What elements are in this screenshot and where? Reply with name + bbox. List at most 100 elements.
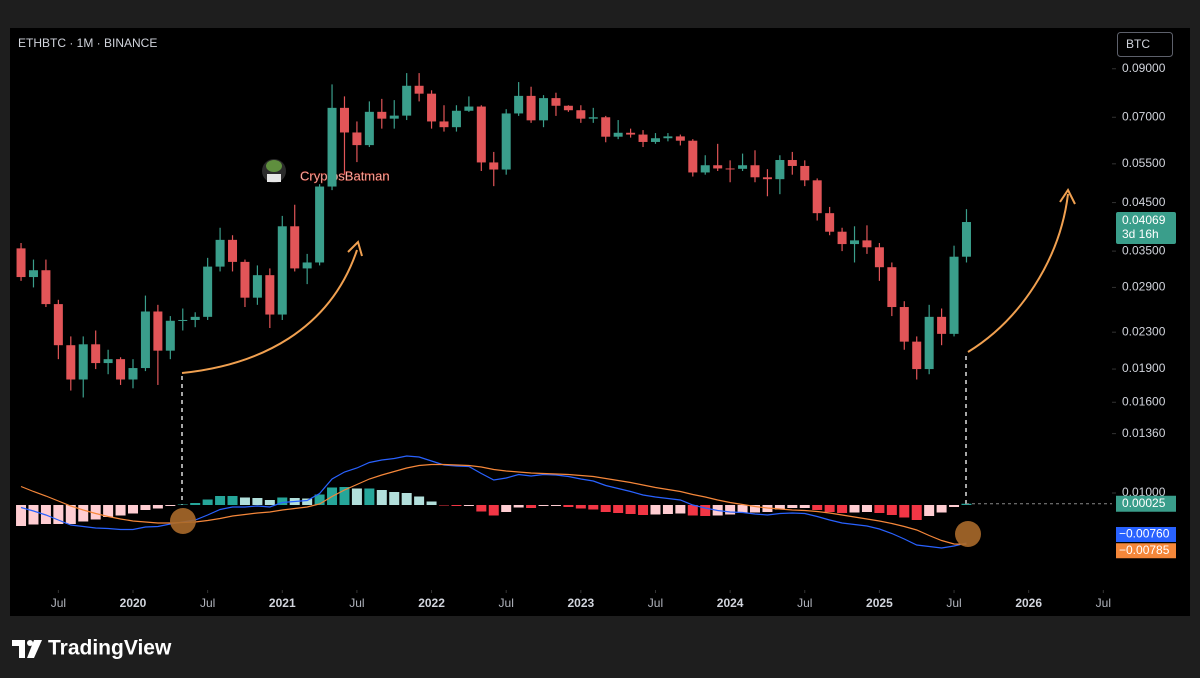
- histogram-bar: [638, 505, 649, 515]
- candle-body: [302, 262, 312, 269]
- histogram-bar: [563, 505, 574, 507]
- candle-body: [775, 160, 785, 180]
- histogram-bar: [837, 505, 848, 513]
- candle-body: [427, 93, 437, 122]
- candle-body: [290, 226, 300, 269]
- histogram-bar: [28, 505, 39, 525]
- plot: 0.09000 0.07000 0.05500 0.04500 0.03500 0.029…: [16, 61, 1176, 610]
- histogram-bar: [924, 505, 935, 516]
- histogram-bar: [812, 505, 823, 510]
- histogram-bar: [488, 505, 499, 516]
- candle-body: [501, 113, 511, 170]
- histogram-bar: [463, 505, 474, 506]
- candle-body: [551, 98, 561, 106]
- candle-body: [700, 165, 710, 173]
- histogram-bar: [861, 505, 872, 512]
- candle-body: [638, 134, 648, 142]
- price-badge-label: 0.04069: [1122, 213, 1166, 227]
- histogram-bar: [550, 505, 561, 506]
- candle-body: [912, 341, 922, 370]
- macd-badge: [1116, 527, 1176, 542]
- candle-body: [601, 117, 611, 137]
- arrow: [967, 193, 1069, 353]
- candle-body: [153, 311, 163, 351]
- candle-body: [526, 95, 536, 121]
- histogram-bar: [152, 505, 163, 509]
- histogram-bar: [961, 503, 972, 505]
- candle-body: [165, 320, 175, 351]
- x-tick-label: Jul: [200, 596, 215, 610]
- candle-body: [725, 168, 735, 170]
- candle-body: [713, 165, 723, 169]
- candle-body: [464, 106, 474, 111]
- histogram-badge: [1116, 495, 1176, 512]
- histogram-bar: [911, 505, 922, 520]
- histogram-bar: [302, 498, 313, 505]
- arrow: [181, 249, 358, 374]
- histogram-bar: [239, 497, 250, 505]
- histogram-bar: [588, 505, 599, 510]
- histogram-bar: [339, 487, 350, 505]
- candle-body: [800, 165, 810, 181]
- histogram-bar: [600, 505, 611, 512]
- candle-body: [339, 107, 349, 133]
- candle-body: [414, 85, 424, 94]
- histogram-bar: [314, 494, 325, 505]
- candle-body: [626, 132, 636, 135]
- histogram-bar: [264, 500, 275, 505]
- histogram-bar: [202, 499, 213, 505]
- histogram-bar: [476, 505, 487, 512]
- candle-body: [675, 136, 685, 141]
- candle-body: [315, 186, 325, 263]
- histogram-bar: [501, 505, 512, 512]
- candle-body: [402, 85, 412, 116]
- histogram-bar: [737, 505, 748, 513]
- candle-body: [203, 266, 213, 317]
- candle-body: [265, 275, 275, 315]
- histogram-bar: [439, 505, 449, 506]
- candle-body: [588, 117, 598, 119]
- histogram-bar: [426, 501, 437, 505]
- logo-mark: [27, 640, 42, 658]
- y-tick-label: 0.01000: [1122, 485, 1166, 499]
- histogram-bar: [725, 505, 736, 515]
- histogram-bar: [538, 505, 549, 506]
- x-tick-label: Jul: [1096, 596, 1111, 610]
- x-tick-label: Jul: [946, 596, 961, 610]
- candle-body: [277, 226, 287, 315]
- candle-body: [887, 267, 897, 308]
- y-tick-label: 0.07000: [1122, 109, 1166, 123]
- histogram-bar: [662, 505, 673, 514]
- candle-body: [377, 111, 387, 119]
- histogram-bar: [849, 505, 860, 513]
- x-tick-label: Jul: [797, 596, 812, 610]
- histogram-bar: [401, 493, 412, 505]
- y-tick-label: 0.09000: [1122, 61, 1166, 75]
- x-tick-label: 2024: [717, 596, 744, 610]
- histogram-bar: [190, 503, 201, 505]
- candle-body: [16, 248, 26, 278]
- candle-body: [489, 162, 499, 170]
- candle-body: [539, 98, 549, 121]
- histogram-bar: [140, 505, 151, 510]
- chart-pane: [10, 28, 1190, 616]
- y-tick-label: 0.04500: [1122, 195, 1166, 209]
- currency-box[interactable]: [1117, 32, 1173, 57]
- candle-body: [750, 165, 760, 178]
- y-tick-label: 0.03500: [1122, 243, 1166, 257]
- candle-body: [762, 177, 772, 180]
- candle-body: [899, 307, 909, 342]
- candle-body: [327, 107, 337, 187]
- candle-body: [240, 261, 250, 298]
- logo-mark: [27, 640, 33, 646]
- candle-body: [215, 239, 225, 267]
- candle-body: [53, 304, 63, 346]
- candle-body: [364, 111, 374, 146]
- histogram-bar: [53, 505, 64, 524]
- histogram-bar: [613, 505, 624, 513]
- candle-body: [352, 132, 362, 146]
- x-tick-label: 2023: [567, 596, 594, 610]
- candle-body: [66, 345, 76, 380]
- histogram-bar: [351, 488, 362, 505]
- macd-badge-label: −0.00785: [1119, 543, 1170, 557]
